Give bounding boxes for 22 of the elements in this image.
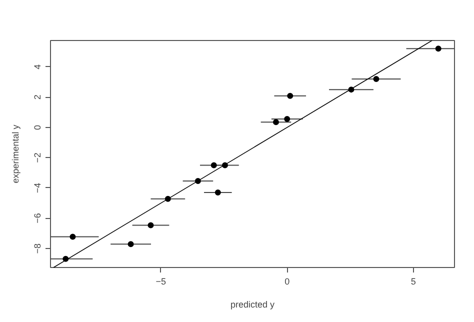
point [284,116,290,122]
point [210,162,217,168]
point [128,241,134,248]
point [70,234,76,240]
y-tick-label: −8 [32,243,42,254]
y-axis-title: experimental y [10,124,20,184]
y-tick-label: −2 [32,152,42,163]
x-tick-label: −5 [156,276,166,286]
point [148,222,154,228]
x-tick-label: 0 [284,276,290,286]
y-tick-label: −6 [32,213,42,224]
point [373,76,380,82]
point [272,119,279,126]
point [435,46,442,52]
y-tick-label: 4 [32,64,42,70]
y-tick-label: −4 [32,182,42,194]
y-tick-label: 0 [32,124,42,130]
x-tick-label: 5 [410,276,416,286]
x-axis-title: predicted y [230,300,276,310]
point [287,92,294,99]
point [214,190,221,196]
y-tick-label: 2 [32,94,42,100]
